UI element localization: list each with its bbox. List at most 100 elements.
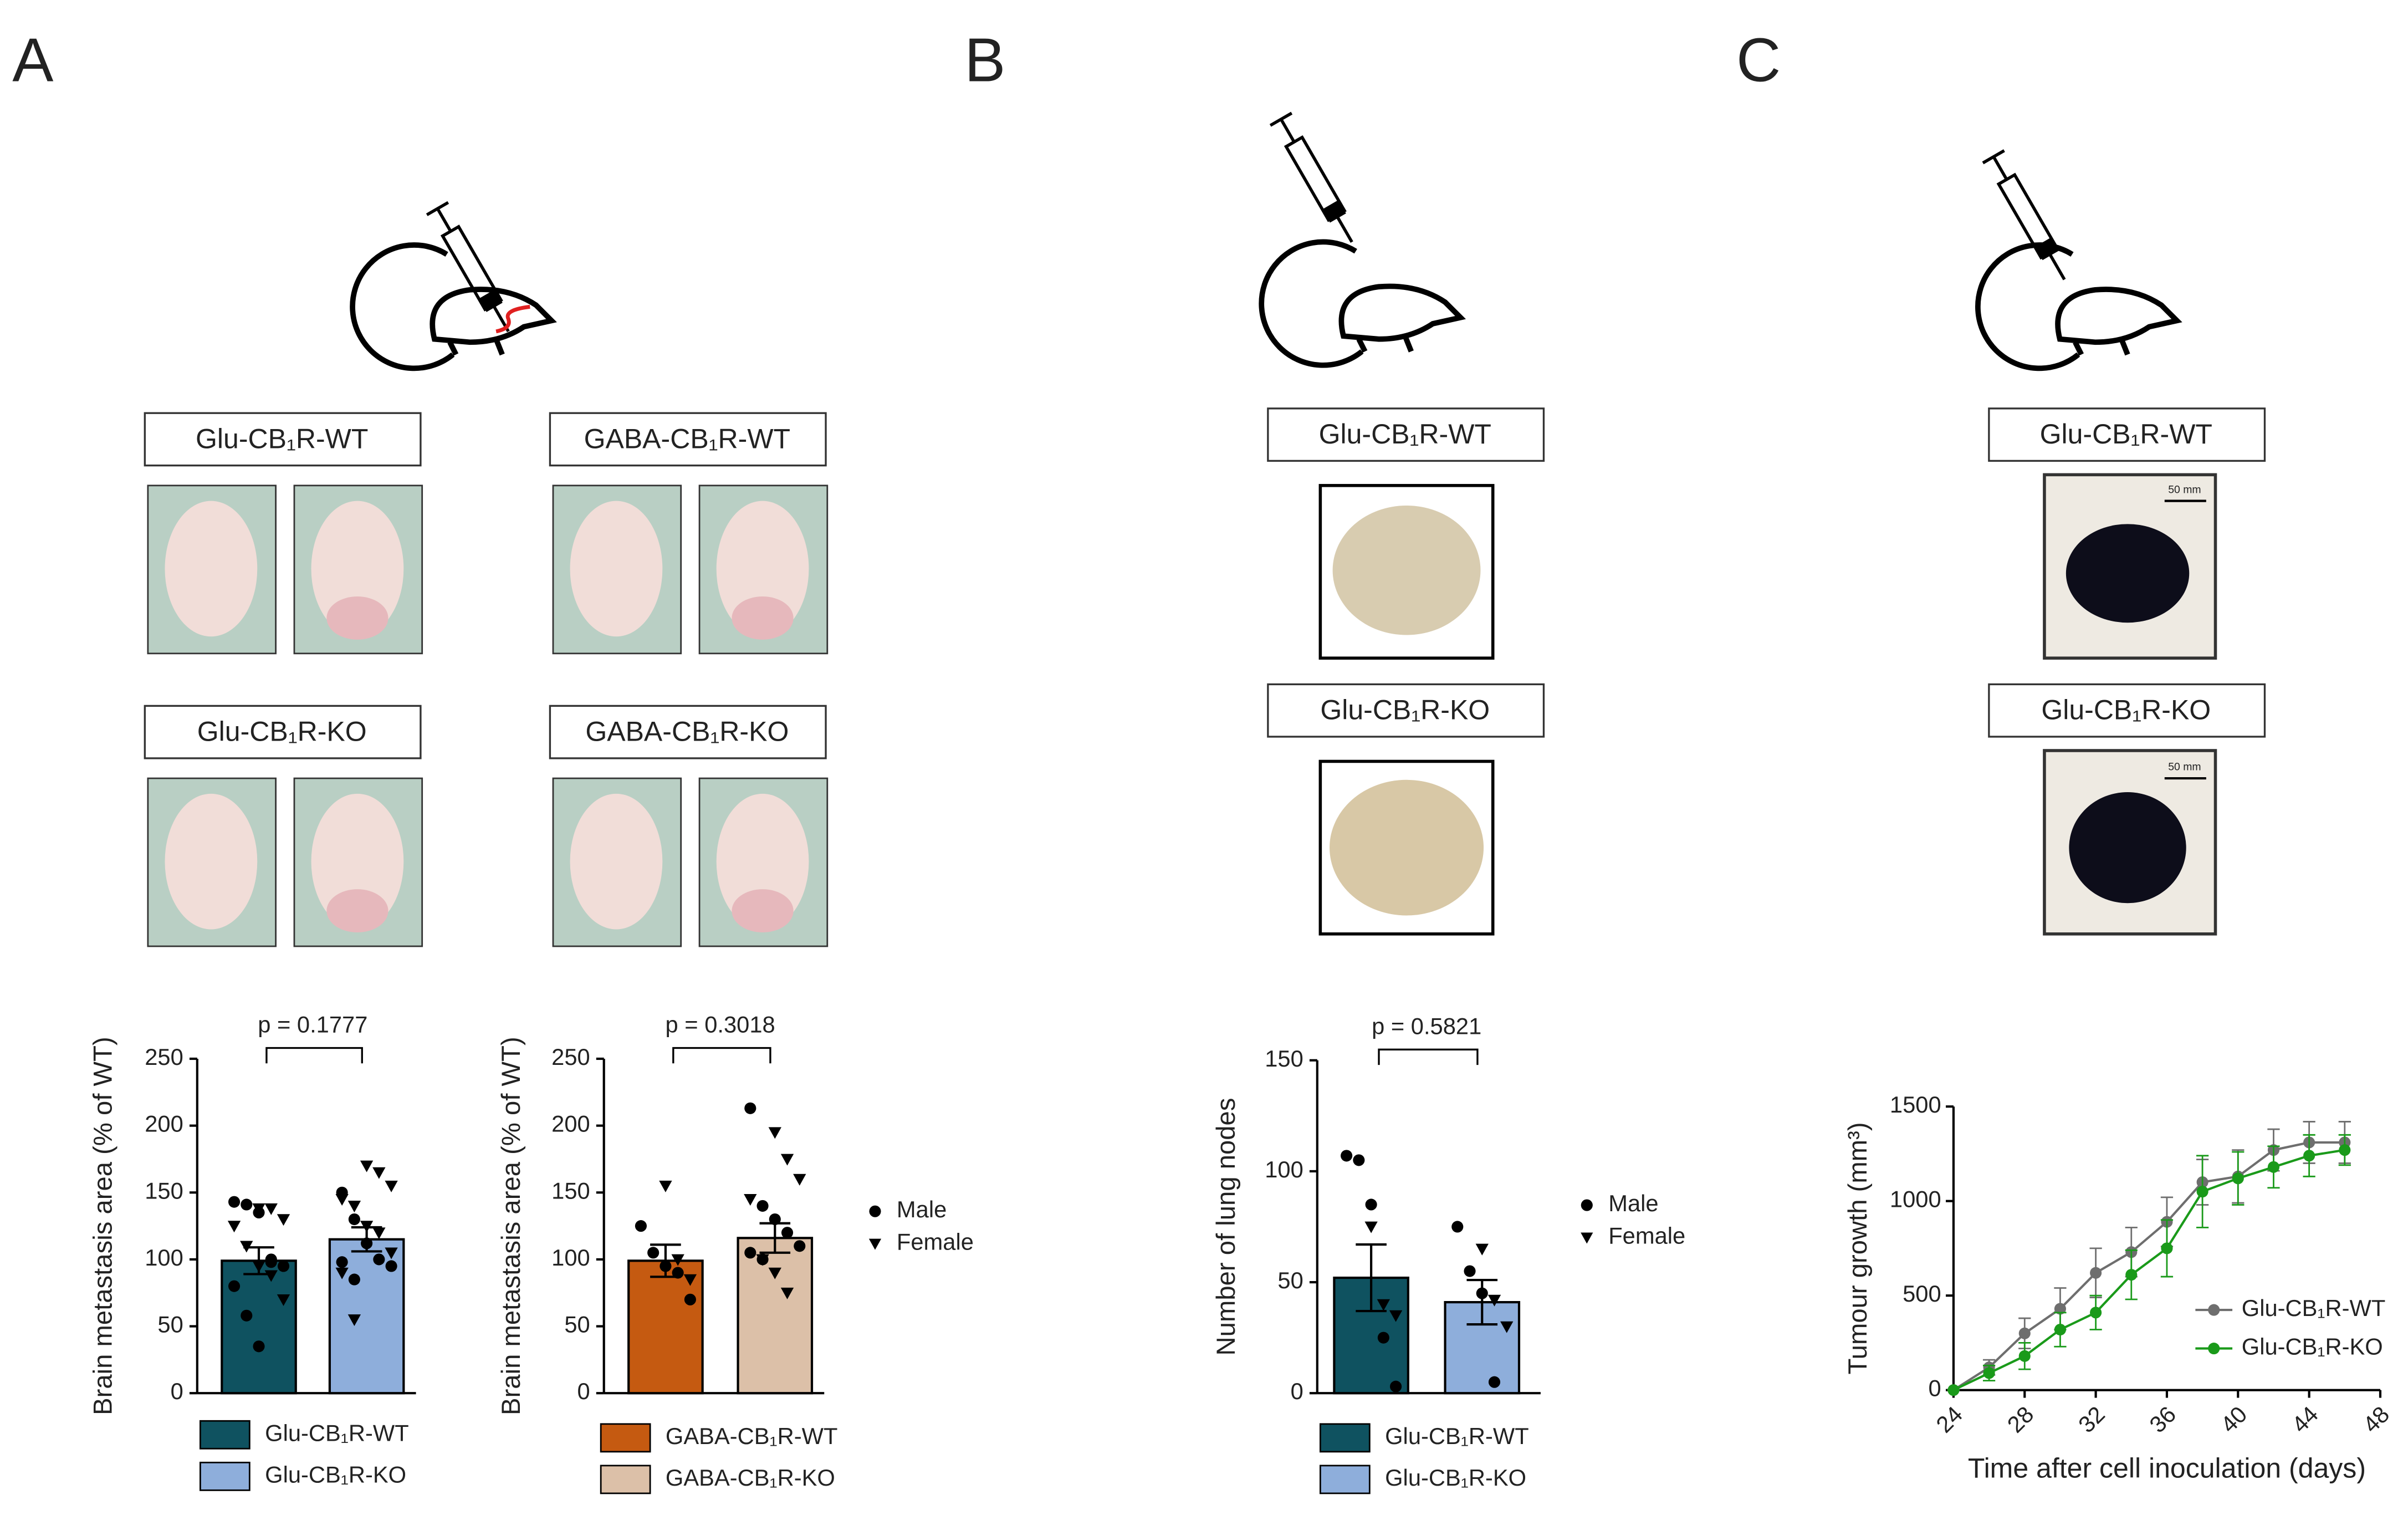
y-tick-label: 50 [1277,1267,1303,1293]
point [2232,1172,2244,1185]
legend-label: Female [1608,1222,1685,1248]
legend-swatch [600,1465,651,1494]
panel-label: A [12,25,53,94]
point [1353,1154,1365,1166]
legend-marker [868,1238,882,1250]
label-box [1267,407,1545,462]
point [1947,1384,1960,1396]
brain [165,793,258,930]
point [1377,1332,1389,1344]
point [672,1267,684,1279]
point [769,1213,781,1226]
y-tick-label: 0 [577,1378,590,1404]
p-value: p = 0.1777 [258,1012,367,1038]
point [348,1213,360,1226]
scale-label: 50 mm [2168,761,2201,773]
point [277,1294,290,1306]
series-line [1952,1141,2345,1391]
y-tick-label: 200 [551,1111,590,1137]
x-tick-label: 32 [2073,1401,2110,1437]
legend-marker [2208,1343,2220,1355]
point [372,1227,386,1239]
point [635,1220,647,1232]
x-tick-label: 36 [2144,1401,2181,1437]
point [2125,1269,2138,1281]
point [241,1198,253,1211]
point [2054,1303,2066,1315]
point [2267,1161,2280,1173]
brain [311,501,404,637]
legend-marker [869,1205,881,1217]
legend-label: Female [897,1229,974,1255]
legend-swatch [600,1423,651,1453]
point [1488,1376,1501,1388]
y-tick-label: 50 [157,1312,183,1338]
point [2090,1307,2102,1319]
point [2161,1242,2173,1254]
legend-marker [1581,1232,1593,1244]
point [2090,1267,2102,1279]
point [1464,1265,1476,1277]
point [385,1247,398,1259]
group-label: GABA-CB₁R-WT [584,423,791,454]
point [347,1201,361,1213]
legend-swatch [1319,1423,1371,1453]
point [348,1273,360,1286]
label-box [144,412,422,467]
brainstem [732,889,794,933]
x-tick-label: 44 [2287,1401,2323,1437]
brain [311,793,404,930]
point [1451,1221,1464,1233]
point [360,1221,374,1233]
scale-label: 50 mm [2168,483,2201,496]
mouse-icon [1261,242,1460,365]
point [756,1200,769,1212]
label-box [1988,407,2266,462]
point [264,1203,278,1215]
p-value: p = 0.5821 [1372,1013,1481,1039]
point [684,1293,696,1305]
y-axis-label: Brain metastasis area (% of WT) [497,1037,526,1415]
y-tick-label: 500 [1903,1281,1941,1307]
point [1364,1221,1378,1233]
brainstem [326,889,388,933]
point [253,1340,265,1353]
x-tick-label: 24 [1931,1401,1967,1437]
point [1365,1198,1377,1211]
point [277,1214,290,1226]
syringe-icon [1270,113,1362,248]
point [1983,1367,1995,1379]
point [264,1270,278,1282]
point [1487,1294,1501,1307]
point [241,1309,253,1322]
point [361,1237,373,1249]
group-label: Glu-CB₁R-KO [197,716,367,747]
point [228,1196,241,1208]
point [659,1260,672,1272]
y-axis-label: Brain metastasis area (% of WT) [89,1037,118,1415]
injection-mark [495,304,530,334]
point [385,1260,397,1272]
point [252,1203,265,1215]
y-tick-label: 150 [551,1177,590,1203]
brainstem [326,596,388,640]
point [335,1193,349,1206]
point [2339,1144,2351,1156]
point [228,1280,241,1292]
point [1500,1321,1514,1333]
group-label: Glu-CB₁R-KO [1320,695,1490,726]
tumour [2066,524,2190,623]
y-tick-label: 0 [171,1378,183,1404]
point [2018,1327,2031,1339]
point [265,1256,277,1268]
y-tick-label: 100 [551,1244,590,1271]
point [744,1193,757,1206]
y-tick-label: 0 [1291,1378,1303,1404]
legend-label: GABA-CB₁R-KO [666,1465,835,1491]
point [360,1160,374,1172]
point [2196,1186,2208,1198]
point [744,1102,756,1114]
point [781,1227,794,1239]
point [793,1174,806,1186]
point [683,1274,697,1286]
